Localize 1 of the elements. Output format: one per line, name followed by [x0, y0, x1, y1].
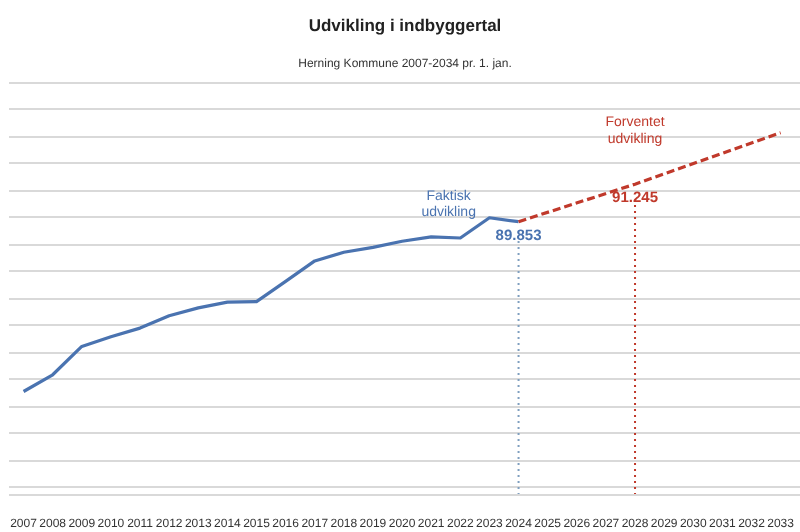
- chart-title: Udvikling i indbyggertal: [308, 15, 502, 35]
